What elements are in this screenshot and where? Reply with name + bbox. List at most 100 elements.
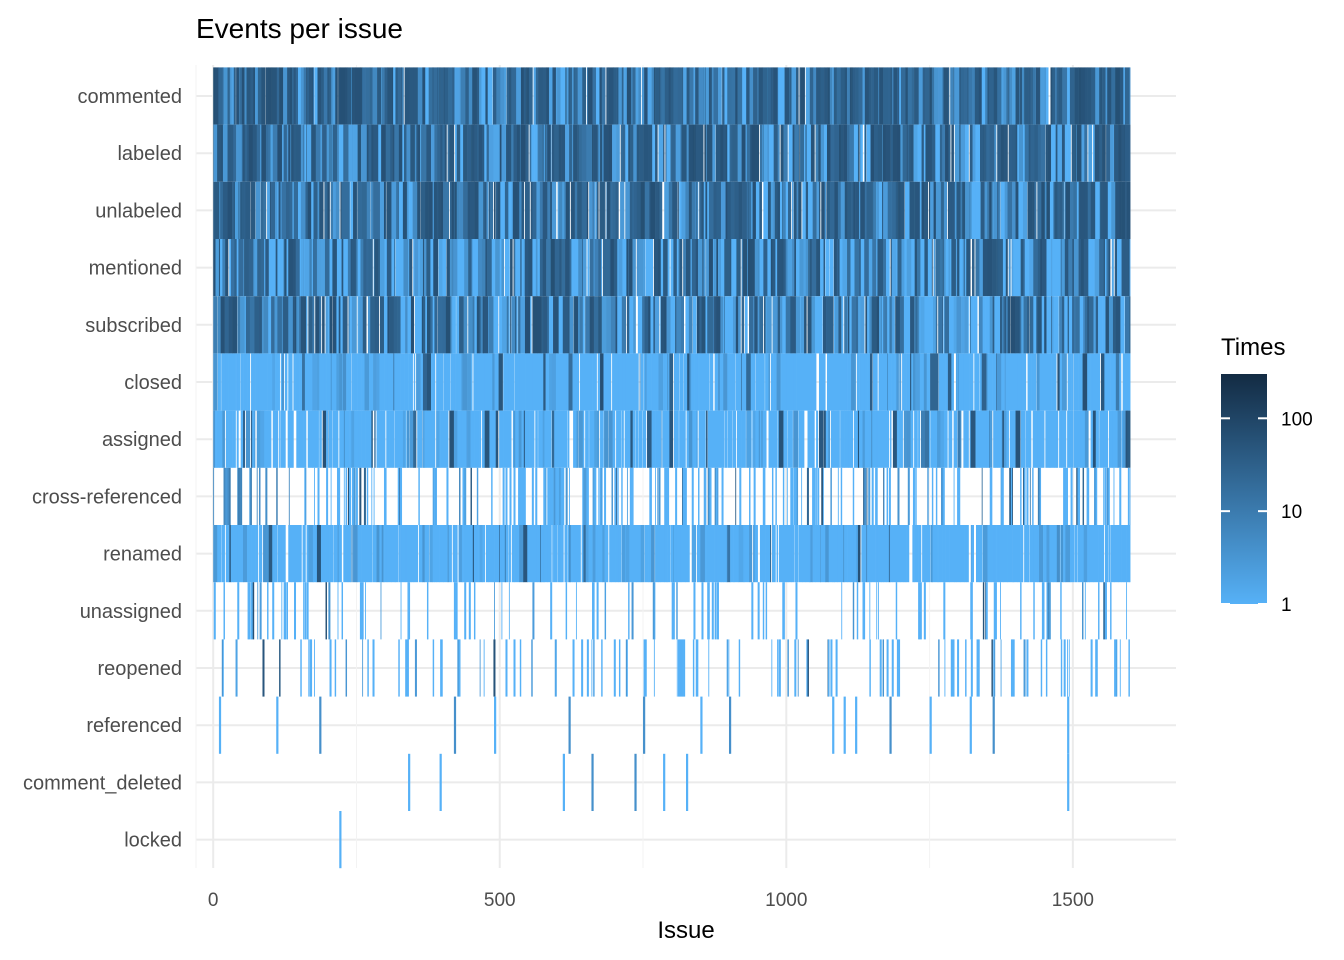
heatmap-cell	[812, 467, 815, 525]
heatmap-cell	[653, 239, 659, 297]
heatmap-cell	[1074, 67, 1079, 125]
heatmap-cell	[1060, 639, 1063, 697]
heatmap-cell	[929, 67, 933, 125]
heatmap-cell	[468, 296, 474, 354]
heatmap-cell	[579, 296, 584, 354]
heatmap-cell	[942, 239, 945, 297]
heatmap-cell	[1037, 296, 1042, 354]
heatmap-cell	[628, 410, 631, 468]
heatmap-cell	[418, 239, 420, 297]
heatmap-cell	[543, 467, 545, 525]
heatmap-cell	[837, 410, 840, 468]
heatmap-cell	[238, 467, 241, 525]
heatmap-cell	[231, 67, 235, 125]
heatmap-cell	[1104, 467, 1107, 525]
heatmap-cell	[793, 410, 799, 468]
heatmap-cell	[833, 67, 838, 125]
heatmap-cell	[727, 181, 732, 239]
heatmap-cell	[707, 181, 710, 239]
heatmap-cell	[589, 353, 593, 411]
heatmap-cell	[373, 124, 379, 182]
heatmap-cell	[818, 410, 824, 468]
heatmap-cell	[820, 525, 821, 583]
heatmap-cell	[536, 525, 540, 583]
heatmap-cell	[862, 410, 866, 468]
heatmap-cell	[763, 525, 766, 583]
heatmap-cell	[802, 181, 807, 239]
heatmap-cell	[376, 410, 380, 468]
heatmap-cell	[327, 181, 330, 239]
heatmap-cell	[265, 467, 268, 525]
heatmap-cell	[875, 467, 877, 525]
heatmap-cell	[700, 525, 706, 583]
heatmap-cell	[257, 582, 259, 640]
heatmap-cell	[1095, 639, 1098, 697]
heatmap-cell	[991, 181, 993, 239]
heatmap-cell	[436, 525, 440, 583]
heatmap-cell	[562, 467, 565, 525]
heatmap-cell	[1025, 124, 1030, 182]
heatmap-cell	[759, 239, 764, 297]
heatmap-cell	[808, 181, 813, 239]
heatmap-cell	[844, 525, 848, 583]
heatmap-cell	[1064, 296, 1068, 354]
heatmap-cell	[543, 124, 545, 182]
heatmap-cell	[1053, 296, 1058, 354]
heatmap-cell	[383, 181, 386, 239]
heatmap-cell	[326, 467, 329, 525]
heatmap-cell	[294, 296, 297, 354]
heatmap-cell	[298, 67, 302, 125]
heatmap-cell	[1059, 353, 1062, 411]
heatmap-cell	[1119, 181, 1121, 239]
heatmap-cell	[655, 181, 659, 239]
heatmap-cell	[1002, 410, 1005, 468]
heatmap-cell	[1069, 525, 1075, 583]
heatmap-cell	[247, 582, 249, 640]
heatmap-cell	[765, 353, 769, 411]
heatmap-cell	[835, 639, 838, 697]
heatmap-cell	[860, 296, 865, 354]
heatmap-cell	[574, 239, 579, 297]
heatmap-cell	[508, 124, 512, 182]
heatmap-cell	[931, 525, 933, 583]
heatmap-cell	[227, 124, 231, 182]
heatmap-cell	[964, 525, 967, 583]
heatmap-cell	[277, 124, 283, 182]
heatmap-cell	[856, 525, 859, 583]
heatmap-cell	[699, 296, 701, 354]
heatmap-cell	[304, 124, 307, 182]
heatmap-cell	[561, 525, 564, 583]
heatmap-cell	[277, 525, 282, 583]
heatmap-cell	[622, 239, 627, 297]
heatmap-cell	[222, 181, 224, 239]
heatmap-cell	[457, 639, 460, 697]
heatmap-cell	[906, 239, 912, 297]
heatmap-cell	[393, 296, 398, 354]
heatmap-cell	[667, 239, 670, 297]
heatmap-cell	[1056, 525, 1060, 583]
heatmap-cell	[616, 410, 621, 468]
heatmap-cell	[618, 239, 623, 297]
heatmap-cell	[703, 239, 706, 297]
heatmap-cell	[424, 124, 427, 182]
heatmap-cell	[457, 124, 461, 182]
heatmap-cell	[776, 525, 778, 583]
heatmap-cell	[408, 753, 411, 811]
heatmap-cell	[1124, 239, 1129, 297]
heatmap-cell	[667, 467, 670, 525]
heatmap-cell	[1001, 467, 1003, 525]
heatmap-cell	[518, 410, 522, 468]
heatmap-cell	[256, 467, 258, 525]
heatmap-cell	[252, 410, 255, 468]
heatmap-cell	[886, 467, 889, 525]
heatmap-cell	[775, 239, 778, 297]
heatmap-cell	[1129, 296, 1131, 354]
heatmap-cell	[384, 467, 387, 525]
heatmap-cell	[963, 353, 967, 411]
heatmap-cell	[962, 239, 965, 297]
heatmap-cell	[709, 525, 714, 583]
heatmap-cell	[271, 67, 274, 125]
heatmap-cell	[386, 410, 390, 468]
heatmap-cell	[1107, 353, 1111, 411]
heatmap-cell	[401, 67, 404, 125]
